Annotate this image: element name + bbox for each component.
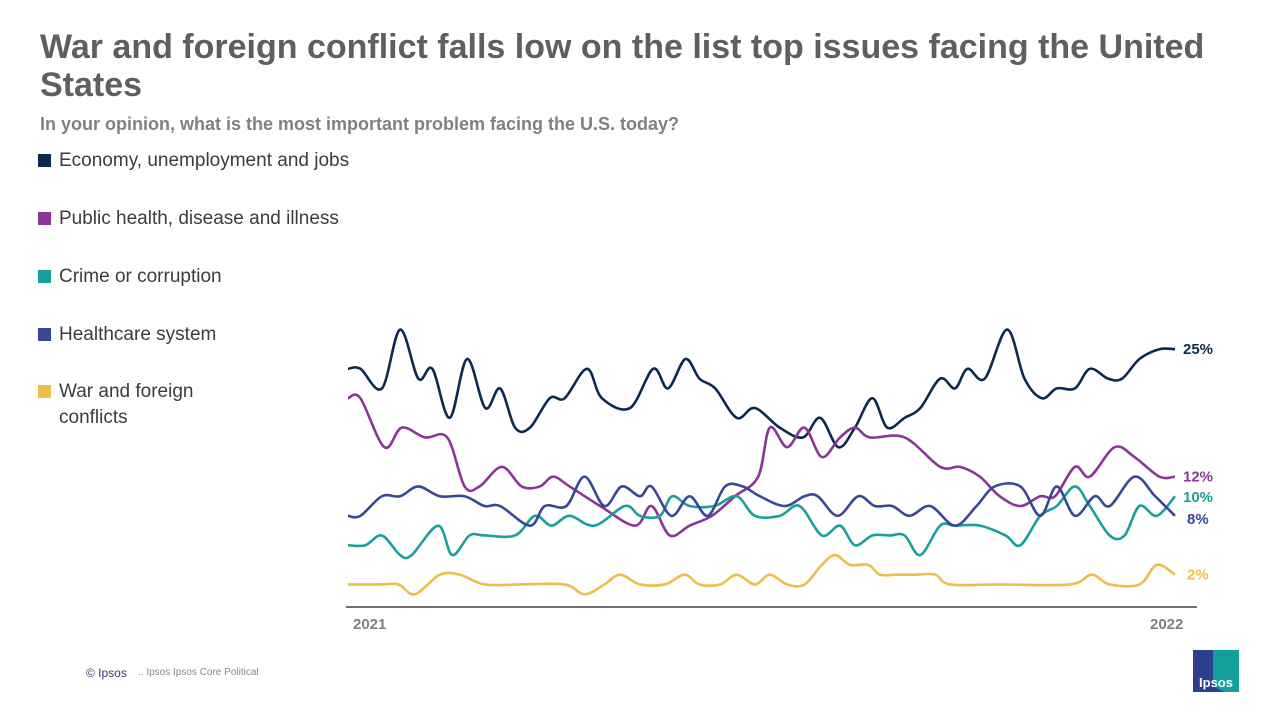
- legend-swatch: [38, 154, 51, 167]
- series-line: [347, 485, 1176, 560]
- legend-swatch: [38, 270, 51, 283]
- legend-item: War and foreign conflicts: [38, 379, 229, 431]
- series-line: [347, 328, 1176, 449]
- logo-text: Ipsos: [1199, 675, 1233, 690]
- chart-title: War and foreign conflict falls low on th…: [40, 28, 1205, 104]
- series-layer: 25% 12% 10% 8% 2%: [347, 328, 1213, 596]
- series-line: [347, 475, 1176, 527]
- series-line: [347, 553, 1176, 596]
- chart-subtitle: In your opinion, what is the most import…: [40, 114, 680, 134]
- legend-item: Public health, disease and illness: [38, 206, 339, 232]
- x-tick-label-end: 2022: [1150, 616, 1183, 633]
- ipsos-logo: Ipsos: [1193, 650, 1239, 692]
- legend-item: Economy, unemployment and jobs: [38, 148, 349, 174]
- legend-label: Economy, unemployment and jobs: [59, 150, 350, 171]
- series-end-label: 10%: [1183, 489, 1213, 506]
- legend-item: Healthcare system: [38, 322, 216, 348]
- series-end-label: 12%: [1183, 469, 1213, 486]
- series-line: [347, 393, 1176, 538]
- legend-label: War and foreign conflicts: [59, 381, 194, 428]
- legend-item: Crime or corruption: [38, 264, 222, 290]
- copyright: © Ipsos: [86, 666, 127, 680]
- legend-label: Public health, disease and illness: [59, 208, 339, 229]
- legend-label: Healthcare system: [59, 324, 217, 345]
- legend-swatch: [38, 328, 51, 341]
- series-end-label: 2%: [1187, 567, 1209, 584]
- footer-note: .. Ipsos Ipsos Core Political: [138, 667, 259, 678]
- x-tick-label-start: 2021: [353, 616, 386, 633]
- legend-swatch: [38, 385, 51, 398]
- series-end-label: 8%: [1187, 511, 1209, 528]
- legend-swatch: [38, 212, 51, 225]
- legend-label: Crime or corruption: [59, 266, 222, 287]
- logo-teal-shape: [1213, 650, 1239, 692]
- series-end-label: 25%: [1183, 341, 1213, 358]
